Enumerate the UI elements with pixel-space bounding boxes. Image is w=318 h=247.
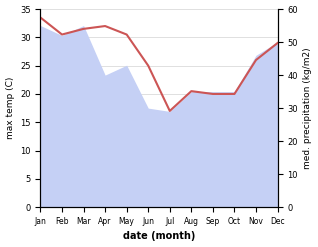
Y-axis label: med. precipitation (kg/m2): med. precipitation (kg/m2) xyxy=(303,47,313,169)
X-axis label: date (month): date (month) xyxy=(123,231,195,242)
Y-axis label: max temp (C): max temp (C) xyxy=(5,77,15,139)
